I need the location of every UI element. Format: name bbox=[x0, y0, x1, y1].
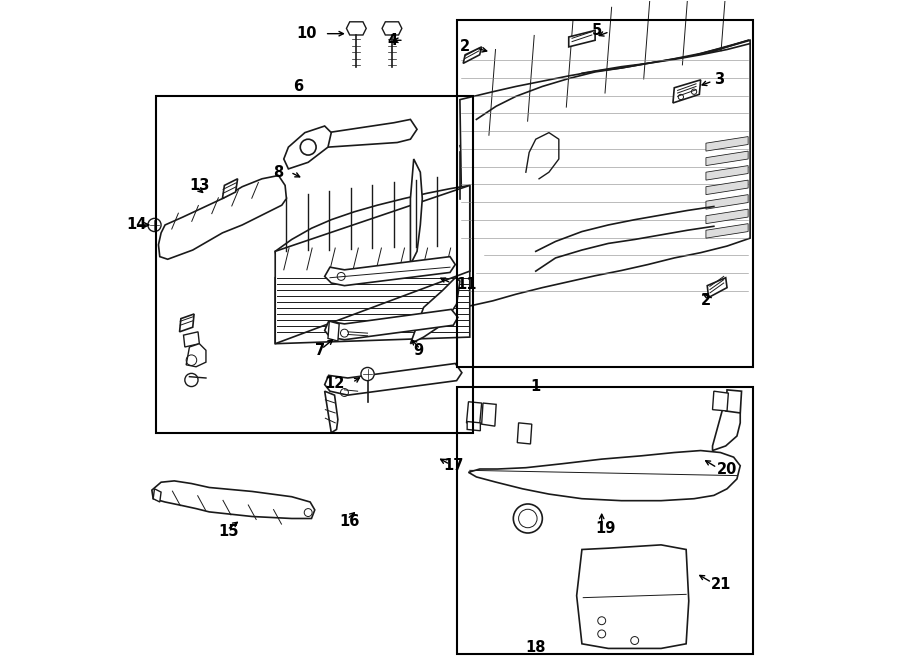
Polygon shape bbox=[467, 422, 481, 431]
Polygon shape bbox=[382, 22, 401, 35]
Polygon shape bbox=[706, 194, 748, 209]
Polygon shape bbox=[275, 185, 470, 344]
Polygon shape bbox=[284, 126, 331, 169]
Text: 12: 12 bbox=[324, 375, 345, 391]
Text: 14: 14 bbox=[127, 217, 148, 233]
Polygon shape bbox=[464, 47, 482, 63]
Polygon shape bbox=[328, 120, 417, 147]
Bar bbox=[456, 387, 753, 654]
Text: 6: 6 bbox=[293, 79, 303, 94]
Polygon shape bbox=[464, 40, 749, 198]
Polygon shape bbox=[706, 166, 748, 180]
Text: 17: 17 bbox=[444, 458, 464, 473]
Circle shape bbox=[148, 218, 161, 231]
Text: 10: 10 bbox=[296, 26, 317, 41]
Text: 15: 15 bbox=[218, 524, 238, 539]
Text: 2: 2 bbox=[460, 40, 470, 54]
Polygon shape bbox=[410, 159, 422, 264]
Text: 19: 19 bbox=[595, 521, 616, 536]
Circle shape bbox=[361, 368, 374, 381]
Polygon shape bbox=[152, 481, 315, 518]
Polygon shape bbox=[222, 178, 238, 198]
Polygon shape bbox=[569, 30, 595, 47]
Polygon shape bbox=[482, 403, 496, 426]
Text: 18: 18 bbox=[526, 640, 546, 654]
Polygon shape bbox=[158, 175, 286, 259]
Polygon shape bbox=[469, 451, 740, 500]
Polygon shape bbox=[325, 391, 338, 433]
Bar bbox=[157, 97, 473, 433]
Text: 16: 16 bbox=[339, 514, 360, 529]
Polygon shape bbox=[153, 488, 161, 502]
Polygon shape bbox=[184, 332, 199, 347]
Text: 4: 4 bbox=[387, 33, 397, 48]
Polygon shape bbox=[410, 278, 460, 344]
Text: 21: 21 bbox=[710, 577, 731, 592]
Polygon shape bbox=[460, 40, 750, 195]
Text: 20: 20 bbox=[717, 461, 737, 477]
Polygon shape bbox=[706, 180, 748, 194]
Polygon shape bbox=[577, 545, 688, 648]
Polygon shape bbox=[325, 364, 462, 395]
Polygon shape bbox=[180, 314, 194, 332]
Polygon shape bbox=[466, 402, 482, 424]
Polygon shape bbox=[713, 391, 740, 451]
Polygon shape bbox=[325, 256, 455, 286]
Polygon shape bbox=[706, 137, 748, 151]
Polygon shape bbox=[713, 391, 728, 411]
Polygon shape bbox=[325, 309, 458, 340]
Text: 3: 3 bbox=[714, 72, 724, 87]
Polygon shape bbox=[706, 223, 748, 238]
Polygon shape bbox=[518, 423, 532, 444]
Polygon shape bbox=[706, 209, 748, 223]
Polygon shape bbox=[275, 271, 470, 344]
Polygon shape bbox=[328, 321, 339, 341]
Text: 1: 1 bbox=[531, 379, 541, 394]
Text: 13: 13 bbox=[190, 178, 210, 193]
Polygon shape bbox=[706, 151, 748, 166]
Polygon shape bbox=[725, 390, 742, 413]
Polygon shape bbox=[346, 22, 366, 35]
Text: 11: 11 bbox=[456, 277, 477, 292]
Polygon shape bbox=[707, 278, 727, 297]
Text: 9: 9 bbox=[414, 343, 424, 358]
Bar bbox=[456, 20, 753, 367]
Text: 7: 7 bbox=[315, 343, 325, 358]
Polygon shape bbox=[275, 185, 470, 329]
Text: 2: 2 bbox=[700, 293, 710, 308]
Polygon shape bbox=[460, 44, 750, 307]
Polygon shape bbox=[186, 344, 206, 367]
Text: 8: 8 bbox=[274, 165, 284, 180]
Text: 5: 5 bbox=[591, 23, 602, 38]
Polygon shape bbox=[673, 80, 701, 103]
